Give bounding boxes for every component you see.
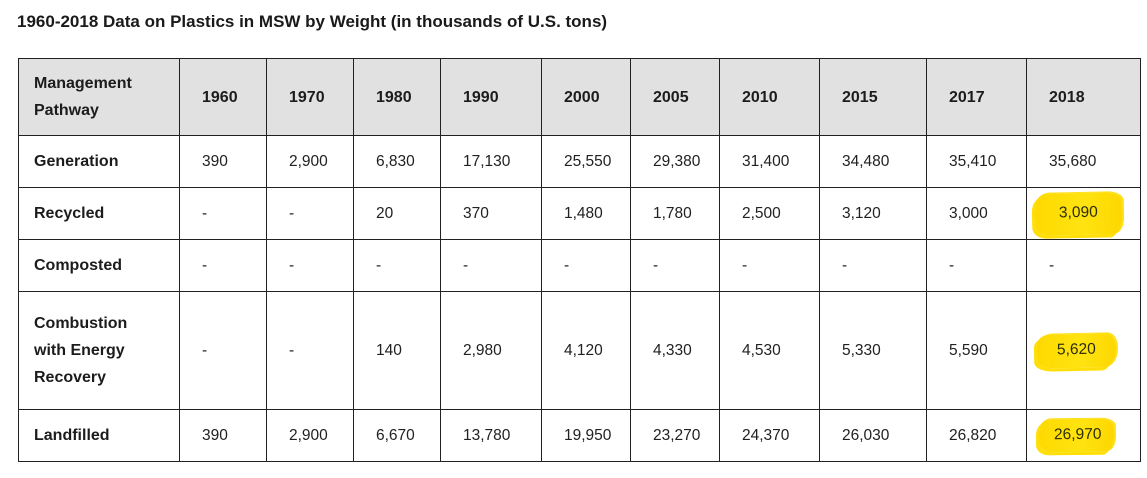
table-cell: - — [266, 187, 354, 240]
table-cell: 4,330 — [630, 291, 720, 410]
table-cell: - — [266, 291, 354, 410]
table-cell: 24,370 — [719, 409, 820, 462]
row-label-combustion-with-energy-recovery: Combustion with Energy Recovery — [18, 291, 180, 410]
table-cell: - — [1026, 239, 1141, 292]
table-cell: 390 — [179, 409, 267, 462]
row-label-text: Combustion with Energy Recovery — [34, 315, 128, 386]
column-header-2015: 2015 — [819, 58, 927, 136]
column-header-2010: 2010 — [719, 58, 820, 136]
plastics-msw-table: Management Pathway 1960 1970 1980 1990 2… — [18, 58, 1141, 462]
table-cell: 1,480 — [541, 187, 631, 240]
table-cell: 6,830 — [353, 135, 441, 188]
table-cell: - — [926, 239, 1027, 292]
table-cell: 2,900 — [266, 135, 354, 188]
table-cell: 3,000 — [926, 187, 1027, 240]
table-cell: 140 — [353, 291, 441, 410]
highlighted-value: 26,970 — [1053, 425, 1102, 444]
highlight-marker: 3,090 — [1034, 191, 1123, 236]
row-label-recycled: Recycled — [18, 187, 180, 240]
table-cell: 5,590 — [926, 291, 1027, 410]
row-label-landfilled: Landfilled — [18, 409, 180, 462]
table-cell: - — [179, 291, 267, 410]
table-cell: - — [719, 239, 820, 292]
table-cell: 4,120 — [541, 291, 631, 410]
table-row-generation: Generation 390 2,900 6,830 17,130 25,550… — [18, 135, 1141, 188]
page-title: 1960-2018 Data on Plastics in MSW by Wei… — [17, 12, 608, 31]
table-cell: 2,500 — [719, 187, 820, 240]
table-cell: 35,680 — [1026, 135, 1141, 188]
table-cell: 31,400 — [719, 135, 820, 188]
table-cell: 3,120 — [819, 187, 927, 240]
table-cell: 19,950 — [541, 409, 631, 462]
column-header-2000: 2000 — [541, 58, 631, 136]
table-cell: - — [630, 239, 720, 292]
table-cell: 370 — [440, 187, 542, 240]
table-cell: 34,480 — [819, 135, 927, 188]
table-cell: 390 — [179, 135, 267, 188]
table-cell: - — [440, 239, 542, 292]
row-label-generation: Generation — [18, 135, 180, 188]
column-header-2018: 2018 — [1026, 58, 1141, 136]
table-cell-highlighted: 5,620 — [1026, 291, 1141, 410]
row-label-composted: Composted — [18, 239, 180, 292]
table-cell: 23,270 — [630, 409, 720, 462]
column-header-1990: 1990 — [440, 58, 542, 136]
table-row-composted: Composted - - - - - - - - - - — [18, 239, 1141, 292]
column-header-2017: 2017 — [926, 58, 1027, 136]
table-cell: 5,330 — [819, 291, 927, 410]
table-cell: 29,380 — [630, 135, 720, 188]
column-header-1960: 1960 — [179, 58, 267, 136]
table-cell: 20 — [353, 187, 441, 240]
table-cell: - — [179, 187, 267, 240]
table-cell: - — [179, 239, 267, 292]
table-cell: 26,030 — [819, 409, 927, 462]
table-row-combustion-with-energy-recovery: Combustion with Energy Recovery - - 140 … — [18, 291, 1141, 410]
table-cell: - — [541, 239, 631, 292]
table-cell-highlighted: 3,090 — [1026, 187, 1141, 240]
table-cell-highlighted: 26,970 — [1026, 409, 1141, 462]
column-header-management-pathway: Management Pathway — [18, 58, 180, 136]
page: 1960-2018 Data on Plastics in MSW by Wei… — [0, 11, 1147, 478]
column-header-1970: 1970 — [266, 58, 354, 136]
table-cell: - — [353, 239, 441, 292]
table-cell: 1,780 — [630, 187, 720, 240]
table-cell: 2,980 — [440, 291, 542, 410]
table-row-recycled: Recycled - - 20 370 1,480 1,780 2,500 3,… — [18, 187, 1141, 240]
table-row-landfilled: Landfilled 390 2,900 6,670 13,780 19,950… — [18, 409, 1141, 462]
highlight-marker: 5,620 — [1036, 332, 1117, 369]
table-cell: 26,820 — [926, 409, 1027, 462]
table-cell: 25,550 — [541, 135, 631, 188]
column-header-2005: 2005 — [630, 58, 720, 136]
table-cell: 2,900 — [266, 409, 354, 462]
highlighted-value: 5,620 — [1056, 340, 1096, 358]
table-cell: 6,670 — [353, 409, 441, 462]
table-cell: 13,780 — [440, 409, 542, 462]
table-cell: 4,530 — [719, 291, 820, 410]
highlight-marker: 26,970 — [1038, 418, 1115, 453]
header-row: Management Pathway 1960 1970 1980 1990 2… — [18, 58, 1141, 136]
column-header-1980: 1980 — [353, 58, 441, 136]
table-cell: 17,130 — [440, 135, 542, 188]
highlighted-value: 3,090 — [1058, 203, 1098, 221]
table-cell: - — [266, 239, 354, 292]
table-cell: - — [819, 239, 927, 292]
table-cell: 35,410 — [926, 135, 1027, 188]
